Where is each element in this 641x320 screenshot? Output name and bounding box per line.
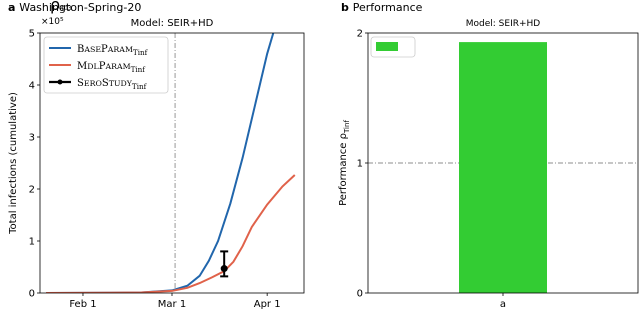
panel-a-plot-area	[46, 33, 296, 293]
panel-a-ylabel: Total infections (cumulative)	[8, 92, 19, 235]
panel-b-xtick-label: a	[500, 299, 506, 310]
panel-a-ytick-label: 2	[29, 185, 35, 196]
legend-swatch-dot	[57, 79, 63, 85]
panel-b-ytick-label: 0	[357, 289, 363, 300]
series-line-mdlparam	[46, 174, 296, 293]
errorbar-point	[220, 265, 228, 273]
panel-a-xtick-label: Mar 1	[158, 299, 186, 310]
panel-b-legend-swatch	[376, 42, 398, 51]
legend-label-mdlparam: MDLPARAMTinf	[77, 61, 146, 74]
panel-a-y-multiplier: ×10⁵	[41, 17, 64, 27]
serif: ρ403	[50, 0, 72, 14]
panel-a-ytick-label: 0	[29, 289, 35, 300]
panel-a-subtitle: Model: SEIR+HD	[131, 18, 214, 29]
panel-b-ytick-label: 2	[357, 29, 363, 40]
legend-label-serostudy: SEROSTUDYTinf	[77, 78, 148, 91]
panel-a-ytick-label: 5	[29, 29, 35, 40]
panel-a-xtick-label: Feb 1	[69, 299, 96, 310]
panel-a-xtick-label: Apr 1	[254, 299, 281, 310]
legend-label-baseparam: BASEPARAMTinf	[77, 44, 149, 57]
panel-a-ytick-label: 1	[29, 237, 35, 248]
panel-a-legend-box	[43, 36, 169, 94]
panel-b-ylabel: Performance ρTinf	[338, 120, 351, 206]
panel-a-ytick-label: 4	[29, 81, 35, 92]
panel-b-subtitle: Model: SEIR+HD	[466, 19, 541, 29]
panel-b-bar-a	[459, 42, 547, 293]
panel-b-ytick-label: 1	[357, 159, 363, 170]
panel-a-title: a Washington-Spring-20	[8, 1, 141, 14]
panel-a-ytick-label: 3	[29, 133, 35, 144]
panel-b-title: b Performance	[341, 1, 423, 14]
